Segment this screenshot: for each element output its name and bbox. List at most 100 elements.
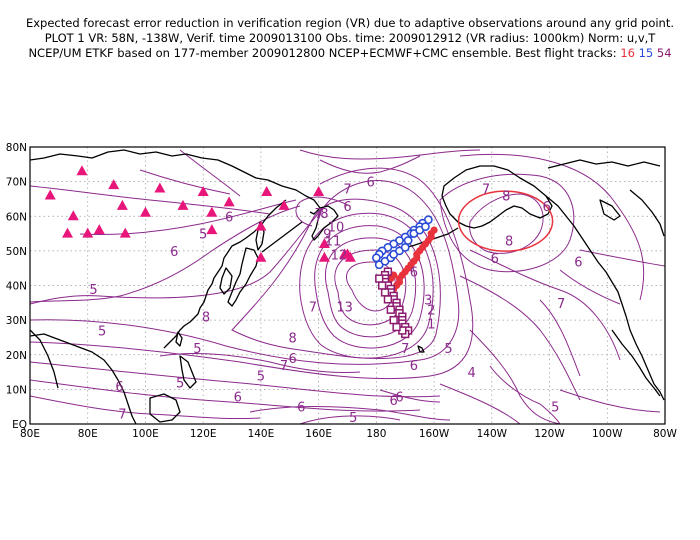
figure-header: Expected forecast error reduction in ver…	[0, 16, 700, 61]
contour-4-east	[489, 365, 561, 424]
observation-triangle	[197, 186, 209, 197]
contour-label: 4	[467, 366, 475, 381]
contour-label: 6	[574, 255, 582, 270]
observation-triangle	[255, 251, 267, 262]
contour-6-d	[249, 406, 451, 421]
contour-5-a	[30, 205, 301, 303]
observation-triangle	[223, 196, 235, 207]
coast-philippines	[179, 355, 197, 389]
contour-7-east-b	[469, 249, 621, 361]
lon-label: 80W	[653, 428, 677, 440]
track-54-label: 54	[656, 46, 672, 60]
header-line-1: Expected forecast error reduction in ver…	[25, 16, 675, 30]
contour-label: 6	[395, 390, 403, 405]
contour-5-east-c	[439, 383, 521, 424]
lon-label: 180	[366, 428, 386, 440]
contour-label: 6	[390, 394, 398, 409]
observation-triangle	[206, 224, 218, 235]
coast-canada-west	[545, 195, 655, 385]
coast-kamchatka	[311, 205, 339, 241]
coast-taiwan	[175, 331, 183, 347]
contour-label: 5	[444, 342, 452, 357]
lon-label: 140E	[248, 428, 275, 440]
contour-label: 8	[320, 207, 328, 222]
verification-region-circle	[457, 190, 554, 252]
contour-label: 5	[193, 342, 201, 357]
observation-triangle	[44, 189, 56, 200]
coast-borneo	[149, 393, 181, 423]
contour-label: 5	[199, 228, 207, 243]
header-line-3-text: NCEP/UM ETKF based on 177-member 2009012…	[28, 46, 617, 60]
contour-6-c	[30, 379, 421, 412]
contour-5-e	[179, 149, 241, 197]
contour-6-east-c	[579, 249, 665, 267]
observation-triangle	[255, 220, 267, 231]
lat-label: 20N	[6, 350, 27, 362]
contour-6-g	[30, 185, 271, 215]
contour-label: 1	[427, 318, 435, 333]
contour-label: 9	[323, 228, 331, 243]
contour-label: 5	[89, 283, 97, 298]
lon-label: 140W	[477, 428, 508, 440]
contour-label: 7	[482, 183, 490, 198]
contour-5-d	[159, 353, 361, 373]
lat-label: 80N	[6, 142, 27, 154]
contour-6-a	[30, 167, 474, 380]
contour-label: 7	[309, 300, 317, 315]
contour-label: 6	[225, 210, 233, 225]
contour-6-e	[295, 196, 351, 227]
lat-label: EQ	[12, 419, 27, 431]
lat-label: 30N	[6, 315, 27, 327]
observation-triangle	[62, 227, 74, 238]
coast-kurils	[261, 221, 303, 253]
contour-label: 10	[328, 221, 345, 236]
contour-5-east	[469, 329, 561, 424]
lon-label: 80E	[78, 428, 98, 440]
contour-label: 6	[491, 252, 499, 267]
coast-india	[30, 329, 59, 389]
track-15-label: 15	[638, 46, 654, 60]
contour-label: 6	[115, 380, 123, 395]
header-line-3: NCEP/UM ETKF based on 177-member 2009012…	[0, 46, 700, 61]
contour-5-f	[139, 169, 231, 195]
contour-label: 7	[401, 342, 409, 357]
contour-label: 6	[170, 245, 178, 260]
contour-label: 3	[424, 293, 432, 308]
lon-label: 120E	[190, 428, 217, 440]
observation-triangle	[154, 182, 166, 193]
contour-5-b	[30, 361, 441, 398]
contour-label: 7	[314, 210, 322, 225]
contour-field	[30, 149, 665, 424]
track-15-point	[371, 253, 381, 263]
coast-hudson	[629, 189, 665, 237]
contour-7-east-c	[559, 269, 621, 305]
contour-6-b	[79, 199, 297, 236]
contour-label: 6	[366, 176, 374, 191]
observation-triangle	[67, 210, 79, 221]
contour-label: 5	[551, 401, 559, 416]
track-15-point	[421, 222, 430, 232]
contour-label: 11	[325, 234, 342, 249]
contour-label: 6	[543, 200, 551, 215]
coast-canada-north	[547, 159, 661, 169]
contour-label: 7	[280, 359, 288, 374]
contour-7-c	[319, 155, 421, 174]
flight-tracks	[371, 215, 438, 339]
contour-label: 2	[427, 304, 435, 319]
contour-label: 6	[234, 390, 242, 405]
track-15-point	[400, 243, 410, 252]
observation-triangle	[318, 251, 330, 262]
lat-label: 60N	[6, 211, 27, 223]
contour-5-c	[299, 415, 401, 424]
coast-mexico	[611, 329, 661, 397]
contour-label: 8	[505, 234, 513, 249]
lat-label: 40N	[6, 281, 27, 293]
contour-label: 12	[331, 248, 348, 263]
contour-6-east-b	[459, 275, 581, 401]
coast-southeast-asia	[30, 333, 137, 424]
lat-label: 10N	[6, 384, 27, 396]
track-54-point	[377, 281, 387, 290]
observation-triangle	[108, 179, 120, 190]
observation-triangle	[93, 224, 105, 235]
